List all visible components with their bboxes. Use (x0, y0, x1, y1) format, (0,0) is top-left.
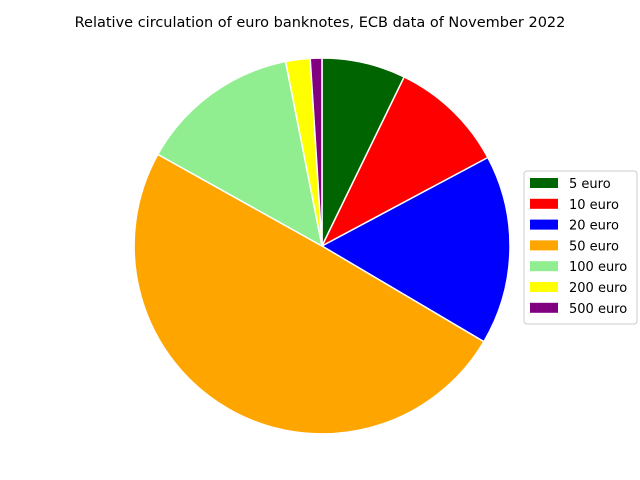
legend-label: 5 euro (569, 177, 611, 192)
legend-swatch (530, 282, 558, 292)
legend-label: 20 euro (569, 219, 619, 234)
legend-swatch (530, 198, 558, 209)
legend-swatch (530, 240, 558, 251)
legend-swatch (530, 261, 558, 272)
legend-label: 200 euro (569, 281, 627, 296)
pie-slice-10-euro (321, 76, 489, 247)
legend-label: 100 euro (569, 260, 627, 275)
legend-swatch (530, 219, 558, 230)
chart-title: Relative circulation of euro banknotes, … (75, 15, 566, 31)
pie-slice-500-euro (309, 57, 323, 247)
pie-slice-50-euro (133, 153, 485, 435)
legend-label: 10 euro (569, 198, 619, 213)
legend-label: 500 euro (569, 302, 627, 317)
pie-slice-100-euro (157, 60, 323, 247)
legend: 5 euro 10 euro 20 euro 50 euro 100 euro 200 e… (523, 170, 638, 325)
legend-swatch (530, 178, 558, 188)
legend-label: 50 euro (569, 239, 619, 254)
pie-slice-20-euro (321, 156, 511, 343)
pie-slices (133, 57, 511, 435)
legend-swatch (530, 302, 558, 313)
